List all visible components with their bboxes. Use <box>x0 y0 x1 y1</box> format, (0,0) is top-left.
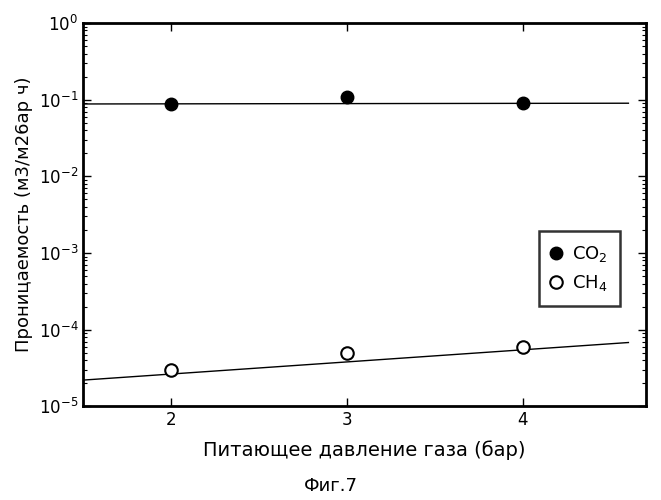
CO$_2$ <box>519 100 527 106</box>
CH$_4$ <box>519 344 527 349</box>
X-axis label: Питающее давление газа (бар): Питающее давление газа (бар) <box>204 440 526 460</box>
Text: Фиг.7: Фиг.7 <box>303 477 358 495</box>
Legend: CO$_2$, CH$_4$: CO$_2$, CH$_4$ <box>539 232 620 306</box>
Y-axis label: Проницаемость (м3/м26ар ч): Проницаемость (м3/м26ар ч) <box>15 77 33 352</box>
CO$_2$ <box>167 101 175 107</box>
CO$_2$ <box>343 94 351 100</box>
CH$_4$ <box>167 367 175 373</box>
Line: CO$_2$: CO$_2$ <box>165 90 529 110</box>
CH$_4$ <box>343 350 351 356</box>
Line: CH$_4$: CH$_4$ <box>165 340 529 376</box>
